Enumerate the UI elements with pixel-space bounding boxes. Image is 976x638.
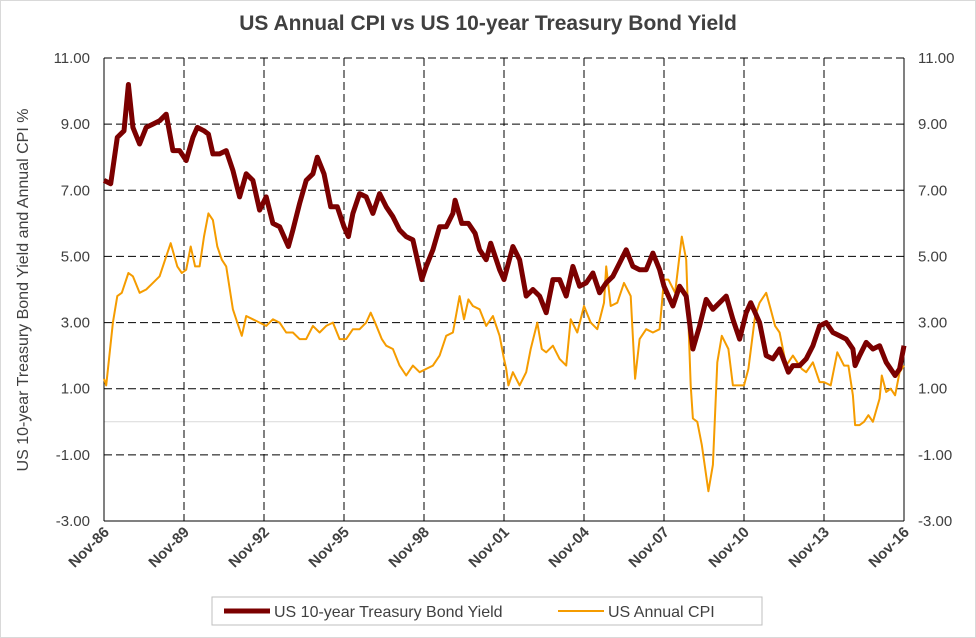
y-tick-label-right: 11.00 (918, 50, 954, 67)
x-tick-label: Nov-95 (305, 524, 352, 571)
y-axis-label: US 10-year Treasury Bond Yield and Annua… (15, 109, 32, 472)
y-tick-label-left: 7.00 (61, 182, 90, 199)
y-tick-label-left: -3.00 (56, 513, 90, 530)
x-tick-label: Nov-86 (65, 524, 112, 571)
legend-box (211, 596, 763, 626)
legend-label-cpi: US Annual CPI (608, 604, 715, 621)
x-tick-label: Nov-07 (625, 524, 672, 571)
x-tick-label: Nov-04 (545, 523, 593, 571)
x-tick-label: Nov-89 (145, 524, 192, 571)
legend: US 10-year Treasury Bond Yield US Annual… (211, 596, 763, 626)
x-tick-label: Nov-01 (465, 524, 512, 571)
y-tick-label-left: 1.00 (61, 381, 90, 398)
x-tick-label: Nov-10 (705, 524, 752, 571)
x-tick-label: Nov-98 (385, 524, 432, 571)
y-tick-label-right: 1.00 (918, 381, 947, 398)
y-tick-label-right: 5.00 (918, 248, 947, 265)
y-tick-label-left: 5.00 (61, 248, 90, 265)
y-tick-label-left: 11.00 (54, 50, 90, 67)
y-tick-label-left: 9.00 (61, 116, 90, 133)
y-tick-label-left: -1.00 (56, 447, 90, 464)
y-tick-label-right: 9.00 (918, 116, 947, 133)
y-tick-label-right: -1.00 (918, 447, 952, 464)
gridlines (104, 57, 904, 521)
series-lines (102, 82, 907, 493)
y-tick-label-left: 3.00 (61, 315, 90, 332)
chart-title: US Annual CPI vs US 10-year Treasury Bon… (239, 12, 737, 35)
yield-line (102, 82, 907, 378)
axes (103, 58, 905, 522)
legend-label-yield: US 10-year Treasury Bond Yield (274, 604, 503, 621)
y-tick-label-right: -3.00 (918, 513, 952, 530)
x-tick-label: Nov-16 (865, 524, 912, 571)
x-tick-label: Nov-13 (785, 524, 832, 571)
y-tick-label-right: 3.00 (918, 315, 947, 332)
x-tick-label: Nov-92 (225, 524, 272, 571)
y-tick-label-right: 7.00 (918, 182, 947, 199)
